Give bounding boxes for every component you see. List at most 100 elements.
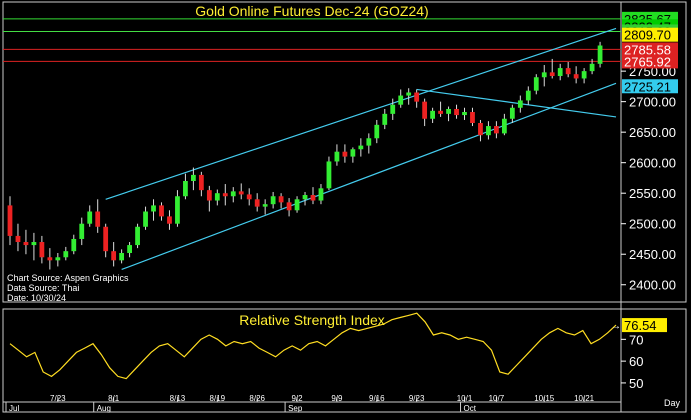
candle-down bbox=[255, 199, 260, 206]
price-level-label: 2809.70 bbox=[624, 28, 671, 43]
candle-up bbox=[303, 195, 308, 199]
month-label: Sep bbox=[288, 404, 303, 413]
candle-up bbox=[151, 205, 156, 211]
candle-up bbox=[175, 196, 180, 223]
candle-down bbox=[478, 123, 483, 135]
y-tick-label: 2600.00 bbox=[629, 156, 676, 171]
candle-up bbox=[366, 138, 371, 145]
candle-down bbox=[159, 205, 164, 216]
candle-up bbox=[582, 71, 587, 78]
candle-up bbox=[558, 68, 563, 76]
price-chart-title: Gold Online Futures Dec-24 (GOZ24) bbox=[195, 3, 428, 19]
rsi-title: Relative Strength Index bbox=[239, 312, 385, 328]
candle-up bbox=[327, 161, 332, 188]
candle-up bbox=[215, 193, 220, 200]
candle-down bbox=[207, 190, 212, 200]
candle-up bbox=[183, 181, 188, 196]
candle-down bbox=[103, 227, 108, 251]
x-tick-label: 8/1 bbox=[108, 394, 120, 403]
y-tick-label: 2400.00 bbox=[629, 278, 676, 293]
x-tick-label: 10/1 bbox=[457, 394, 473, 403]
candle-down bbox=[199, 175, 204, 190]
x-tick-label: 8/19 bbox=[210, 394, 226, 403]
candle-up bbox=[486, 126, 491, 135]
month-label: Oct bbox=[464, 404, 477, 413]
candle-down bbox=[494, 126, 499, 133]
candle-down bbox=[470, 112, 475, 123]
y-tick-label: 2550.00 bbox=[629, 186, 676, 201]
candle-down bbox=[550, 72, 555, 76]
candle-down bbox=[39, 242, 44, 257]
candle-up bbox=[71, 239, 76, 251]
candle-up bbox=[358, 146, 363, 150]
candle-up bbox=[295, 199, 300, 210]
candle-up bbox=[79, 224, 84, 239]
x-tick-label: 8/26 bbox=[249, 394, 265, 403]
x-tick-label: 7/23 bbox=[50, 394, 66, 403]
candle-up bbox=[598, 46, 603, 64]
candle-up bbox=[271, 196, 276, 204]
candle-up bbox=[526, 91, 531, 101]
candle-up bbox=[382, 114, 387, 125]
rsi-y-tick-label: 70 bbox=[629, 332, 643, 347]
candle-down bbox=[247, 194, 252, 199]
candle-down bbox=[438, 111, 443, 114]
candle-up bbox=[542, 72, 547, 77]
candle-down bbox=[343, 152, 348, 157]
candle-up bbox=[87, 212, 92, 224]
y-tick-label: 2450.00 bbox=[629, 247, 676, 262]
candle-up bbox=[263, 204, 268, 206]
candle-down bbox=[167, 216, 172, 223]
price-level-label: 2765.92 bbox=[624, 54, 671, 69]
candle-up bbox=[462, 112, 467, 115]
x-tick-label: 9/2 bbox=[291, 394, 303, 403]
candle-up bbox=[191, 175, 196, 181]
candle-up bbox=[231, 191, 236, 196]
x-tick-label: 8/13 bbox=[170, 394, 186, 403]
candle-up bbox=[534, 77, 539, 90]
candle-down bbox=[454, 109, 459, 115]
candle-down bbox=[24, 242, 29, 245]
candle-up bbox=[119, 253, 124, 260]
candle-down bbox=[16, 236, 21, 242]
candle-up bbox=[63, 251, 68, 257]
candle-up bbox=[510, 108, 515, 119]
timeframe-label: Day bbox=[664, 398, 681, 408]
candle-up bbox=[430, 111, 435, 119]
candle-down bbox=[279, 196, 284, 202]
candle-up bbox=[374, 125, 379, 138]
candle-up bbox=[446, 109, 451, 114]
chart-source-note: Chart Source: Aspen Graphics bbox=[7, 273, 129, 283]
y-tick-label: 2700.00 bbox=[629, 95, 676, 110]
candle-down bbox=[422, 102, 427, 119]
x-tick-label: 9/16 bbox=[369, 394, 385, 403]
candle-up bbox=[135, 227, 140, 245]
x-tick-label: 10/15 bbox=[534, 394, 555, 403]
candle-down bbox=[111, 251, 116, 260]
price-level-label: 2725.21 bbox=[624, 79, 671, 94]
month-label: Aug bbox=[97, 404, 111, 413]
x-tick-label: 9/9 bbox=[331, 394, 343, 403]
candle-up bbox=[406, 92, 411, 95]
candle-down bbox=[566, 68, 571, 74]
candle-up bbox=[502, 119, 507, 134]
candle-down bbox=[414, 92, 419, 101]
candle-down bbox=[239, 191, 244, 194]
candle-up bbox=[590, 64, 595, 71]
candle-up bbox=[518, 100, 523, 107]
candle-down bbox=[311, 195, 316, 200]
rsi-value-label: 76.54 bbox=[624, 318, 657, 333]
x-tick-label: 10/21 bbox=[574, 394, 595, 403]
candle-down bbox=[8, 205, 13, 236]
date-note: Date: 10/30/24 bbox=[7, 293, 66, 303]
candle-up bbox=[350, 149, 355, 156]
y-tick-label: 2500.00 bbox=[629, 217, 676, 232]
candle-up bbox=[335, 152, 340, 162]
candle-down bbox=[47, 257, 52, 260]
candle-down bbox=[574, 74, 579, 78]
candle-up bbox=[143, 212, 148, 227]
candle-down bbox=[95, 212, 100, 227]
rsi-arrow-icon: → bbox=[611, 321, 621, 332]
